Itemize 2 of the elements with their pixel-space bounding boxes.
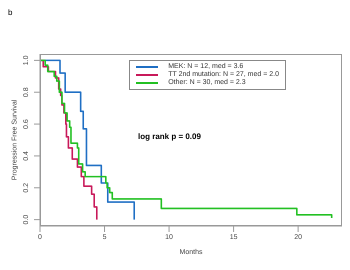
annotation: log rank p = 0.09 bbox=[138, 132, 201, 141]
chart-title: b bbox=[8, 8, 12, 17]
